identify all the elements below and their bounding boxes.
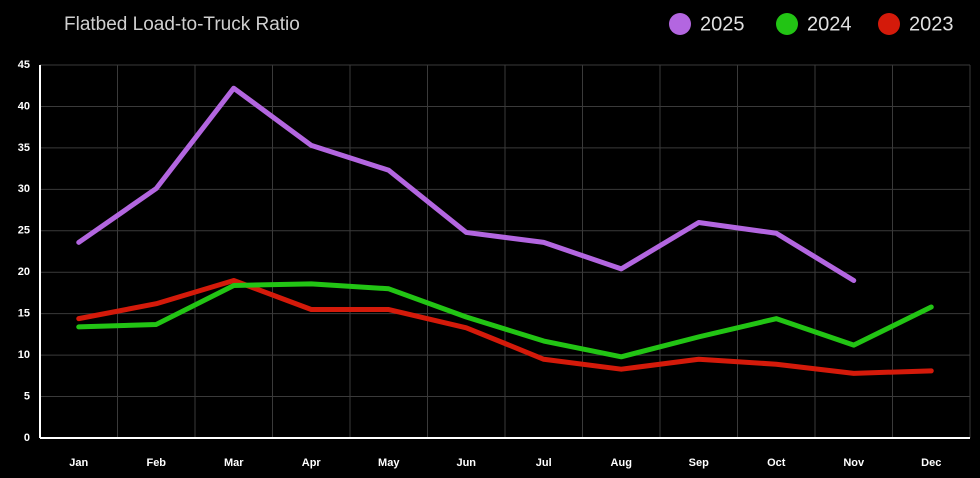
legend-label: 2025 — [700, 13, 745, 35]
x-tick-label: Dec — [921, 457, 941, 469]
x-tick-label: Feb — [146, 457, 166, 469]
legend-marker — [776, 13, 798, 35]
legend-label: 2024 — [807, 13, 852, 35]
legend-label: 2023 — [909, 13, 954, 35]
x-tick-label: Jun — [456, 457, 476, 469]
x-tick-label: Apr — [302, 457, 322, 469]
y-tick-label: 35 — [18, 142, 30, 154]
y-tick-label: 15 — [18, 308, 30, 320]
y-tick-label: 20 — [18, 266, 30, 278]
legend-marker — [669, 13, 691, 35]
line-series — [76, 278, 934, 376]
y-tick-label: 10 — [18, 349, 30, 361]
line-series — [76, 85, 857, 284]
x-tick-label: Aug — [611, 457, 632, 469]
x-tick-label: Oct — [767, 457, 786, 469]
y-tick-label: 25 — [18, 225, 30, 237]
x-tick-label: Jan — [69, 457, 88, 469]
y-tick-label: 0 — [24, 432, 30, 444]
y-tick-label: 45 — [18, 59, 30, 71]
x-tick-label: Sep — [689, 457, 709, 469]
x-tick-label: Mar — [224, 457, 244, 469]
y-tick-label: 40 — [18, 100, 30, 112]
y-tick-label: 5 — [24, 390, 30, 402]
legend-marker — [878, 13, 900, 35]
x-tick-label: Jul — [536, 457, 552, 469]
y-tick-label: 30 — [18, 183, 30, 195]
line-series — [76, 281, 934, 360]
x-tick-label: May — [378, 457, 400, 469]
chart-title: Flatbed Load-to-Truck Ratio — [64, 14, 300, 35]
x-tick-label: Nov — [843, 457, 865, 469]
